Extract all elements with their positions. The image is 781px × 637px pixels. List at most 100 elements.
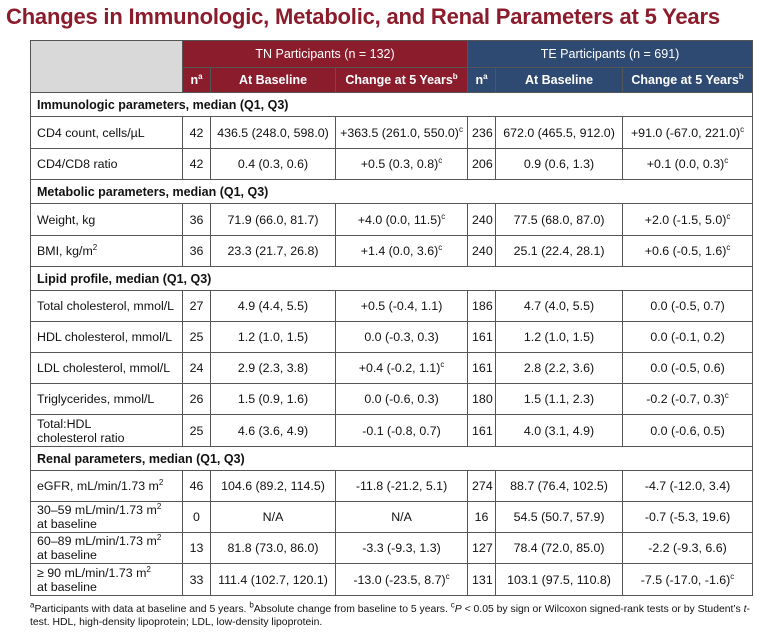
tn-baseline-cell: 71.9 (66.0, 81.7) — [210, 203, 336, 236]
te-change-cell: -0.7 (-5.3, 19.6) — [622, 501, 754, 533]
tn-n-cell: 25 — [182, 321, 211, 353]
table-row: HDL cholesterol, mmol/L 25 1.2 (1.0, 1.5) 0… — [30, 321, 754, 353]
te-baseline-cell: 2.8 (2.2, 3.6) — [495, 352, 624, 384]
table-row: LDL cholesterol, mmol/L 24 2.9 (2.3, 3.8) +… — [30, 352, 754, 384]
significance-mark: c — [724, 155, 729, 165]
tn-change-cell: +363.5 (261.0, 550.0)c — [334, 116, 469, 149]
te-baseline-cell: 4.7 (4.0, 5.5) — [495, 290, 624, 322]
row-label: 30–59 mL/min/1.73 m2 at baseline — [30, 501, 183, 533]
footnote: aParticipants with data at baseline and … — [30, 600, 750, 628]
tn-change-cell: +0.5 (-0.4, 1.1) — [334, 290, 469, 322]
row-label: HDL cholesterol, mmol/L — [30, 321, 183, 353]
tn-baseline-cell: 111.4 (102.7, 120.1) — [210, 563, 336, 596]
te-change-cell: -7.5 (-17.0, -1.6)c — [622, 563, 754, 596]
tn-baseline-cell: 0.4 (0.3, 0.6) — [210, 148, 336, 180]
te-n-cell: 240 — [467, 235, 497, 267]
tn-change-cell: -13.0 (-23.5, 8.7)c — [334, 563, 469, 596]
te-change-cell: +91.0 (-67.0, 221.0)c — [622, 116, 754, 149]
te-n-cell: 16 — [467, 501, 497, 533]
header-blank-cell — [30, 40, 183, 93]
te-change-cell: 0.0 (-0.5, 0.7) — [622, 290, 754, 322]
table-row: 60–89 mL/min/1.73 m2 at baseline 13 81.8 (7… — [30, 532, 754, 564]
te-n-cell: 161 — [467, 414, 497, 447]
section-title: Metabolic parameters, median (Q1, Q3) — [29, 179, 754, 204]
tn-change-cell: 0.0 (-0.3, 0.3) — [334, 321, 469, 353]
tn-n-cell: 42 — [182, 116, 211, 149]
te-n-header: na — [467, 67, 497, 93]
te-change-cell: -0.2 (-0.7, 0.3)c — [622, 383, 754, 415]
tn-change-cell: +0.5 (0.3, 0.8)c — [334, 148, 469, 180]
tn-n-cell: 0 — [182, 501, 211, 533]
tn-baseline-header: At Baseline — [210, 67, 336, 93]
te-n-cell: 180 — [467, 383, 497, 415]
significance-mark: c — [726, 211, 731, 221]
te-baseline-cell: 672.0 (465.5, 912.0) — [495, 116, 624, 149]
te-n-cell: 186 — [467, 290, 497, 322]
te-change-cell: +0.1 (0.0, 0.3)c — [622, 148, 754, 180]
page-title: Changes in Immunologic, Metabolic, and R… — [6, 4, 720, 29]
table-row: CD4 count, cells/µL 42 436.5 (248.0, 598.0… — [30, 116, 754, 149]
tn-baseline-cell: 23.3 (21.7, 26.8) — [210, 235, 336, 267]
row-label: CD4 count, cells/µL — [30, 116, 183, 149]
tn-n-cell: 36 — [182, 203, 211, 236]
significance-mark: c — [441, 211, 446, 221]
row-label: LDL cholesterol, mmol/L — [30, 352, 183, 384]
tn-change-cell: +0.4 (-0.2, 1.1)c — [334, 352, 469, 384]
te-baseline-cell: 1.5 (1.1, 2.3) — [495, 383, 624, 415]
tn-change-cell: -11.8 (-21.2, 5.1) — [334, 470, 469, 502]
section-title: Immunologic parameters, median (Q1, Q3) — [29, 92, 754, 117]
tn-baseline-cell: 1.5 (0.9, 1.6) — [210, 383, 336, 415]
te-n-cell: 161 — [467, 321, 497, 353]
group-header-row: TN Participants (n = 132) TE Participant… — [30, 40, 754, 93]
te-change-header: Change at 5 Yearsb — [622, 67, 754, 93]
te-n-cell: 240 — [467, 203, 497, 236]
tn-change-cell: -3.3 (-9.3, 1.3) — [334, 532, 469, 564]
tn-baseline-cell: N/A — [210, 501, 336, 533]
section-title: Lipid profile, median (Q1, Q3) — [29, 266, 754, 291]
te-baseline-header: At Baseline — [495, 67, 624, 93]
tn-n-cell: 36 — [182, 235, 211, 267]
te-baseline-cell: 54.5 (50.7, 57.9) — [495, 501, 624, 533]
significance-mark: c — [438, 242, 443, 252]
te-n-cell: 131 — [467, 563, 497, 596]
tn-change-cell: N/A — [334, 501, 469, 533]
tn-n-cell: 46 — [182, 470, 211, 502]
tn-baseline-cell: 104.6 (89.2, 114.5) — [210, 470, 336, 502]
section-title: Renal parameters, median (Q1, Q3) — [29, 446, 754, 471]
row-label: BMI, kg/m2 — [30, 235, 183, 267]
row-label: Triglycerides, mmol/L — [30, 383, 183, 415]
te-change-cell: 0.0 (-0.1, 0.2) — [622, 321, 754, 353]
te-baseline-cell: 103.1 (97.5, 110.8) — [495, 563, 624, 596]
te-baseline-cell: 77.5 (68.0, 87.0) — [495, 203, 624, 236]
significance-mark: c — [730, 571, 735, 581]
te-n-cell: 161 — [467, 352, 497, 384]
te-baseline-cell: 78.4 (72.0, 85.0) — [495, 532, 624, 564]
tn-baseline-cell: 81.8 (73.0, 86.0) — [210, 532, 336, 564]
table-row: 30–59 mL/min/1.73 m2 at baseline 0 N/A N/A 16… — [30, 501, 754, 533]
row-label: Total cholesterol, mmol/L — [30, 290, 183, 322]
table-row: Total cholesterol, mmol/L 27 4.9 (4.4, 5.5… — [30, 290, 754, 322]
row-label: Weight, kg — [30, 203, 183, 236]
te-change-cell: -4.7 (-12.0, 3.4) — [622, 470, 754, 502]
table-row: Total:HDL cholesterol ratio 25 4.6 (3.6, 4.… — [30, 414, 754, 447]
tn-n-cell: 33 — [182, 563, 211, 596]
tn-change-header: Change at 5 Yearsb — [334, 67, 469, 93]
te-group-header: TE Participants (n = 691) — [467, 40, 754, 68]
significance-mark: c — [726, 242, 731, 252]
te-n-cell: 127 — [467, 532, 497, 564]
tn-baseline-cell: 1.2 (1.0, 1.5) — [210, 321, 336, 353]
row-label: Total:HDL cholesterol ratio — [30, 414, 183, 447]
te-change-cell: 0.0 (-0.5, 0.6) — [622, 352, 754, 384]
row-label: eGFR, mL/min/1.73 m2 — [30, 470, 183, 502]
te-change-cell: +2.0 (-1.5, 5.0)c — [622, 203, 754, 236]
table-row: CD4/CD8 ratio 42 0.4 (0.3, 0.6) +0.5 (0.3, … — [30, 148, 754, 180]
tn-n-cell: 27 — [182, 290, 211, 322]
tn-n-header: na — [182, 67, 211, 93]
te-baseline-cell: 0.9 (0.6, 1.3) — [495, 148, 624, 180]
tn-baseline-cell: 436.5 (248.0, 598.0) — [210, 116, 336, 149]
parameters-table: TN Participants (n = 132) TE Participant… — [29, 40, 754, 596]
tn-n-cell: 13 — [182, 532, 211, 564]
tn-group-header: TN Participants (n = 132) — [181, 40, 469, 68]
te-change-cell: 0.0 (-0.6, 0.5) — [622, 414, 754, 447]
significance-mark: c — [740, 124, 745, 134]
